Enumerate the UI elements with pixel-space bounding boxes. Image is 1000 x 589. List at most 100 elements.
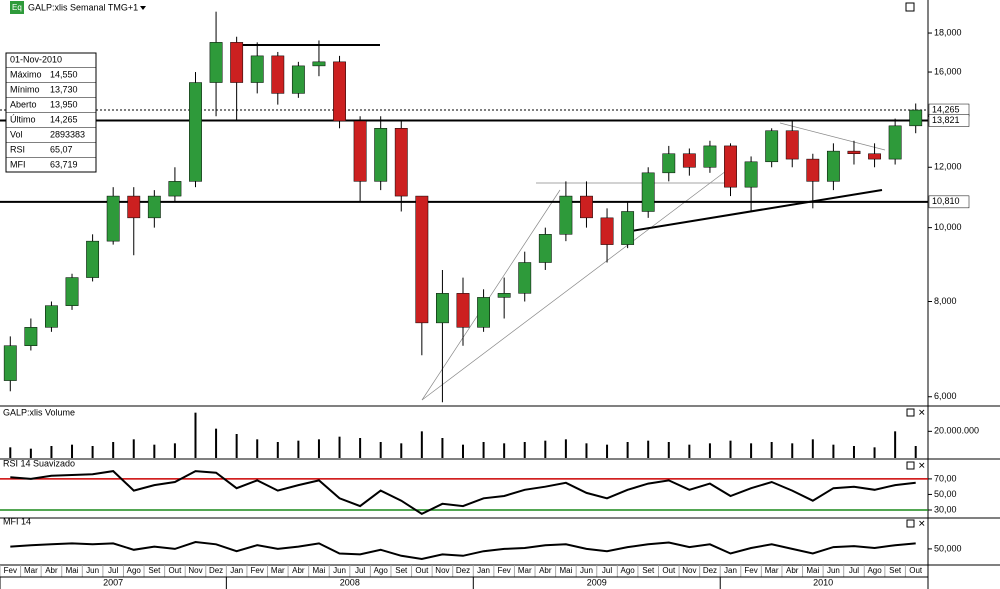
candle-body — [333, 61, 346, 122]
volume-bar — [729, 440, 732, 458]
support-line — [624, 189, 883, 233]
x-tick-label: Abr — [539, 566, 552, 575]
y-tick-label: 20.000.000 — [934, 426, 979, 436]
candle-body — [3, 345, 17, 381]
candle-body — [559, 195, 573, 235]
info-key: Mínimo — [10, 84, 40, 94]
x-tick-label: Mai — [806, 566, 819, 575]
candle-body — [312, 61, 326, 67]
x-tick-label: Mai — [66, 566, 79, 575]
candle-body — [765, 130, 779, 163]
candle-body — [147, 195, 161, 219]
x-tick-label: Fev — [4, 566, 17, 575]
year-label: 2009 — [587, 577, 607, 587]
x-tick-label: Set — [395, 566, 408, 575]
volume-bar — [626, 442, 629, 458]
volume-bar — [503, 443, 506, 458]
x-tick-label: Dez — [703, 566, 717, 575]
candle-body — [497, 293, 511, 298]
volume-bar — [359, 438, 362, 458]
x-tick-label: Fev — [497, 566, 510, 575]
x-tick-label: Jul — [849, 566, 859, 575]
volume-bar — [791, 443, 794, 458]
panel-icons: ✕ ✕ ✕ — [906, 407, 926, 528]
volume-bar — [317, 439, 320, 458]
x-tick-label: Mar — [518, 566, 532, 575]
volume-bar — [9, 447, 12, 458]
volume-bar — [276, 442, 279, 458]
panel-close[interactable]: ✕ — [918, 407, 926, 417]
info-key: MFI — [10, 159, 26, 169]
y-tick-label: 12,000 — [934, 162, 962, 172]
volume-bar — [462, 444, 464, 458]
panel-close[interactable]: ✕ — [918, 460, 926, 470]
x-tick-label: Jul — [355, 566, 365, 575]
candle-body — [271, 55, 285, 94]
volume-bar — [585, 443, 588, 458]
info-value: 13,950 — [50, 99, 78, 109]
volume-bar — [379, 442, 382, 458]
volume-bar — [873, 447, 876, 458]
x-tick-label: Out — [662, 566, 676, 575]
candle-body — [250, 55, 264, 83]
candle-body — [909, 109, 923, 127]
dropdown[interactable] — [140, 6, 146, 10]
candle-body — [703, 145, 717, 168]
candle-body — [189, 82, 202, 182]
x-tick-label: Jun — [86, 566, 99, 575]
y-tick-label: 50,000 — [934, 543, 962, 553]
candle-body — [682, 153, 696, 168]
candle-body — [45, 305, 58, 328]
volume-bar — [564, 439, 567, 458]
volume-bar — [91, 446, 94, 458]
x-tick-label: Set — [148, 566, 161, 575]
candle-body — [353, 120, 367, 182]
y-tick-label: 50,00 — [934, 489, 957, 499]
panel-max[interactable] — [906, 408, 915, 417]
panel-max[interactable] — [906, 519, 915, 528]
x-tick-label: Jun — [827, 566, 840, 575]
indicator-line — [10, 540, 916, 561]
x-tick-label: Fev — [744, 566, 757, 575]
x-tick-label: Ago — [867, 566, 882, 575]
volume-bar — [606, 444, 609, 458]
x-tick-label: Jun — [333, 566, 346, 575]
candle-body — [86, 240, 100, 278]
y-tick-label: 30,00 — [934, 504, 957, 514]
info-value: 13,730 — [50, 84, 78, 94]
info-value: 65,07 — [50, 144, 73, 154]
panel-close[interactable]: ✕ — [918, 518, 926, 528]
y-tick-label: 16,000 — [934, 66, 962, 76]
x-tick-label: Jan — [477, 566, 490, 575]
panel-max[interactable] — [906, 461, 915, 470]
logo-text: Eq — [12, 3, 22, 12]
candle-body — [641, 172, 655, 212]
level-tag — [928, 195, 970, 209]
x-tick-label: Jan — [230, 566, 243, 575]
y-tick-label: 6,000 — [934, 391, 957, 401]
x-tick-label: Jun — [580, 566, 593, 575]
candle-body — [826, 150, 840, 182]
volume-bar — [194, 412, 197, 458]
x-tick-label: Mar — [765, 566, 779, 575]
info-value: 2893383 — [50, 129, 85, 139]
x-tick-label: Mai — [559, 566, 572, 575]
candle-body — [847, 150, 861, 155]
candle-body — [291, 65, 305, 94]
candle-body — [662, 153, 676, 174]
volume-bar — [750, 443, 753, 458]
info-value: 63,719 — [50, 159, 78, 169]
y-tick-label: 70,00 — [934, 473, 957, 483]
y-tick-label: 10,000 — [934, 222, 962, 232]
year-label: 2010 — [813, 577, 833, 587]
volume-bar — [29, 448, 32, 458]
volume-bar — [50, 446, 53, 458]
maximize[interactable] — [905, 2, 915, 12]
volume-bar — [132, 439, 135, 458]
x-tick-label: Dez — [209, 566, 223, 575]
candle-body — [374, 128, 388, 182]
y-tick-label: 8,000 — [934, 296, 957, 306]
volume-bar — [770, 442, 773, 458]
info-box: 01-Nov-2010 Máximo 14,550 Mínimo 13,730 Abert… — [5, 52, 97, 173]
